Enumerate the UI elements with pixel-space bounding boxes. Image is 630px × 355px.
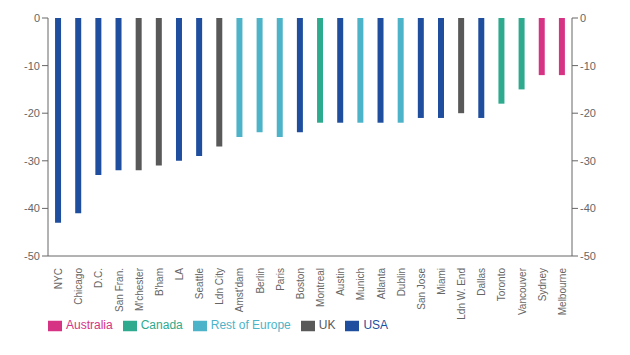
svg-text:Seattle: Seattle	[194, 268, 205, 300]
svg-text:Toronto: Toronto	[496, 268, 507, 302]
svg-text:M'chester: M'chester	[134, 267, 145, 311]
html-text:USA: USA	[363, 318, 389, 332]
svg-text:Atlanta: Atlanta	[376, 268, 387, 300]
svg-text:-10: -10	[24, 60, 40, 72]
svg-text:Ldn W. End: Ldn W. End	[456, 268, 467, 320]
svg-text:0: 0	[580, 12, 586, 24]
svg-text:Chicago: Chicago	[73, 268, 84, 305]
svg-text:0: 0	[34, 12, 40, 24]
svg-text:-20: -20	[24, 107, 40, 119]
svg-text:LA: LA	[174, 268, 185, 281]
svg-text:Vancouver: Vancouver	[517, 267, 528, 315]
svg-text:NYC: NYC	[53, 268, 64, 289]
svg-text:D.C.: D.C.	[93, 268, 104, 288]
html-text:Canada: Canada	[140, 318, 183, 332]
svg-text:Miami: Miami	[436, 268, 447, 295]
svg-text:Melbourne: Melbourne	[557, 268, 568, 316]
svg-text:-20: -20	[580, 107, 596, 119]
svg-text:San Fran.: San Fran.	[114, 268, 125, 312]
svg-text:-50: -50	[24, 250, 40, 262]
svg-text:-30: -30	[580, 155, 596, 167]
svg-text:-40: -40	[580, 202, 596, 214]
svg-text:Dallas: Dallas	[476, 268, 487, 296]
html-text:Rest of Europe: Rest of Europe	[210, 318, 291, 332]
svg-text:Sydney: Sydney	[537, 268, 548, 301]
svg-text:San Jose: San Jose	[416, 268, 427, 310]
svg-text:Berlin: Berlin	[255, 268, 266, 294]
svg-text:Munich: Munich	[355, 268, 366, 300]
svg-text:-50: -50	[580, 250, 596, 262]
svg-text:Boston: Boston	[295, 268, 306, 299]
svg-text:B'ham: B'ham	[154, 268, 165, 296]
svg-text:Amst'dam: Amst'dam	[234, 268, 245, 312]
html-text:Australia: Australia	[66, 318, 113, 332]
svg-text:-10: -10	[580, 60, 596, 72]
svg-text:Paris: Paris	[275, 268, 286, 291]
svg-text:Austin: Austin	[335, 268, 346, 296]
svg-text:Montreal: Montreal	[315, 268, 326, 307]
svg-text:-30: -30	[24, 155, 40, 167]
svg-text:Dublin: Dublin	[396, 268, 407, 296]
html-text:UK: UK	[318, 318, 336, 332]
svg-text:Ldn City: Ldn City	[214, 268, 225, 305]
svg-text:-40: -40	[24, 202, 40, 214]
